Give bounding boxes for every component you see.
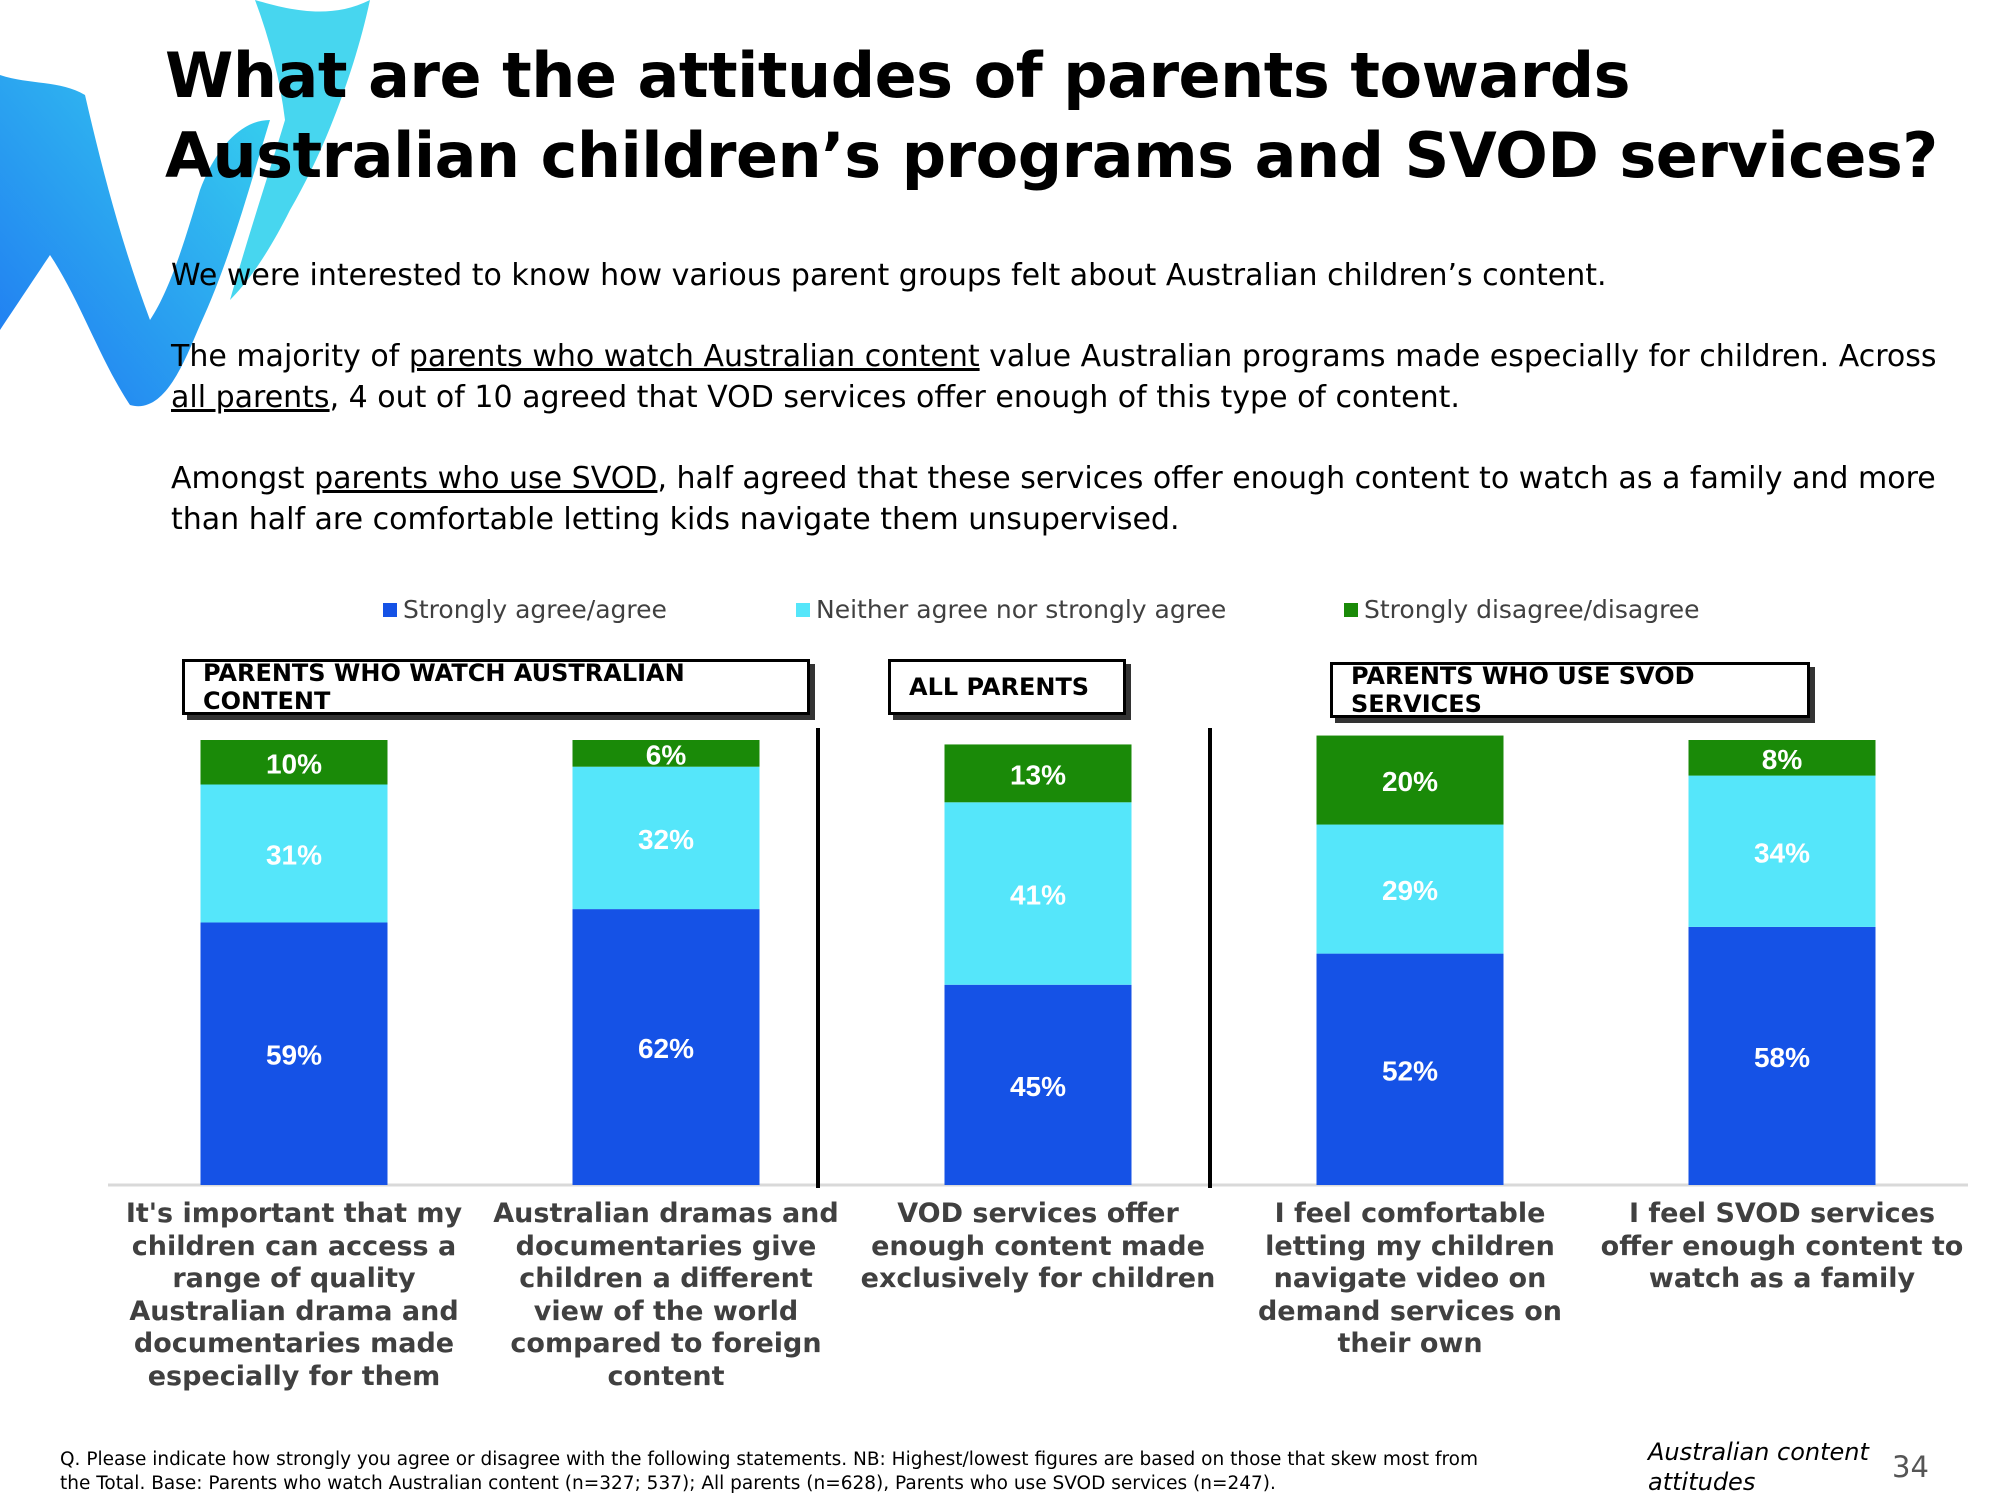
category-label-2: Australian dramas and documentaries give… [493,1198,839,1392]
intro-paragraph-1: We were interested to know how various p… [171,258,1607,293]
legend-label-agree: Strongly agree/agree [403,595,667,624]
data-label-neither-5: 34% [1754,837,1810,868]
data-label-neither-3: 41% [1010,880,1066,911]
logo-swoosh-left [0,75,270,407]
legend-swatch-agree [383,602,397,617]
bar-segment-disagree-5 [1688,740,1876,776]
intro-text: We were interested to know how various p… [171,255,1951,580]
bar-segment-agree-4 [1316,953,1504,1185]
group-label-watch-australian: PARENTS WHO WATCH AUSTRALIAN CONTENT [182,659,810,715]
legend-item-neither: Neither agree nor strongly agree [796,595,1226,624]
bar-segment-neither-4 [1316,824,1504,954]
page-number: 34 [1892,1450,1929,1484]
intro-paragraph-3: Amongst parents who use SVOD, half agree… [171,461,1936,537]
legend-label-neither: Neither agree nor strongly agree [816,595,1227,624]
data-label-disagree-3: 13% [1010,759,1066,790]
data-label-disagree-2: 6% [646,739,687,770]
underline-all-parents: all parents [171,380,330,415]
data-label-agree-1: 59% [266,1040,322,1071]
footer-section-title: Australian content attitudes [1648,1438,1869,1496]
page-title: What are the attitudes of parents toward… [165,39,1938,192]
bar-segment-agree-5 [1688,926,1876,1185]
data-label-agree-3: 45% [1010,1071,1066,1102]
underline-svod: parents who use SVOD [314,461,658,496]
group-label-all-parents: ALL PARENTS [888,659,1126,715]
data-label-neither-4: 29% [1382,875,1438,906]
bar-segment-agree-3 [944,984,1132,1185]
data-label-disagree-1: 10% [266,748,322,779]
data-label-agree-2: 62% [638,1033,694,1064]
category-label-5: I feel SVOD services offer enough conten… [1600,1198,1964,1294]
bar-segment-neither-1 [200,784,388,923]
legend-item-agree: Strongly agree/agree [383,595,667,624]
category-label-3: VOD services offer enough content made e… [860,1198,1216,1294]
data-label-agree-4: 52% [1382,1055,1438,1086]
chart-legend: Strongly agree/agree Neither agree nor s… [0,595,2000,635]
legend-swatch-neither [796,602,810,617]
legend-swatch-disagree [1344,602,1358,617]
group-label-svod: PARENTS WHO USE SVOD SERVICES [1330,662,1810,718]
bar-segment-neither-3 [944,802,1132,985]
category-label-1: It's important that my children can acce… [125,1198,463,1392]
bar-segment-agree-1 [200,922,388,1185]
bar-segment-disagree-1 [200,740,388,785]
legend-label-disagree: Strongly disagree/disagree [1364,595,1700,624]
intro-paragraph-2: The majority of parents who watch Austra… [171,339,1937,415]
brand-logo-mark [0,0,370,407]
data-label-agree-5: 58% [1754,1042,1810,1073]
data-label-neither-1: 31% [266,839,322,870]
legend-item-disagree: Strongly disagree/disagree [1344,595,1700,624]
underline-watch-aus: parents who watch Australian content [408,339,980,374]
bar-segment-neither-2 [572,766,760,910]
bar-segment-neither-5 [1688,775,1876,927]
bar-segment-disagree-3 [944,744,1132,803]
data-label-disagree-4: 20% [1382,766,1438,797]
data-label-neither-2: 32% [638,824,694,855]
bar-segment-disagree-2 [572,740,760,767]
category-label-4: I feel comfortable letting my children n… [1257,1198,1563,1359]
data-label-disagree-5: 8% [1762,744,1803,775]
bar-segment-agree-2 [572,909,760,1185]
footnote: Q. Please indicate how strongly you agre… [60,1449,1479,1494]
logo-swoosh-right [230,0,370,300]
bar-segment-disagree-4 [1316,735,1504,825]
